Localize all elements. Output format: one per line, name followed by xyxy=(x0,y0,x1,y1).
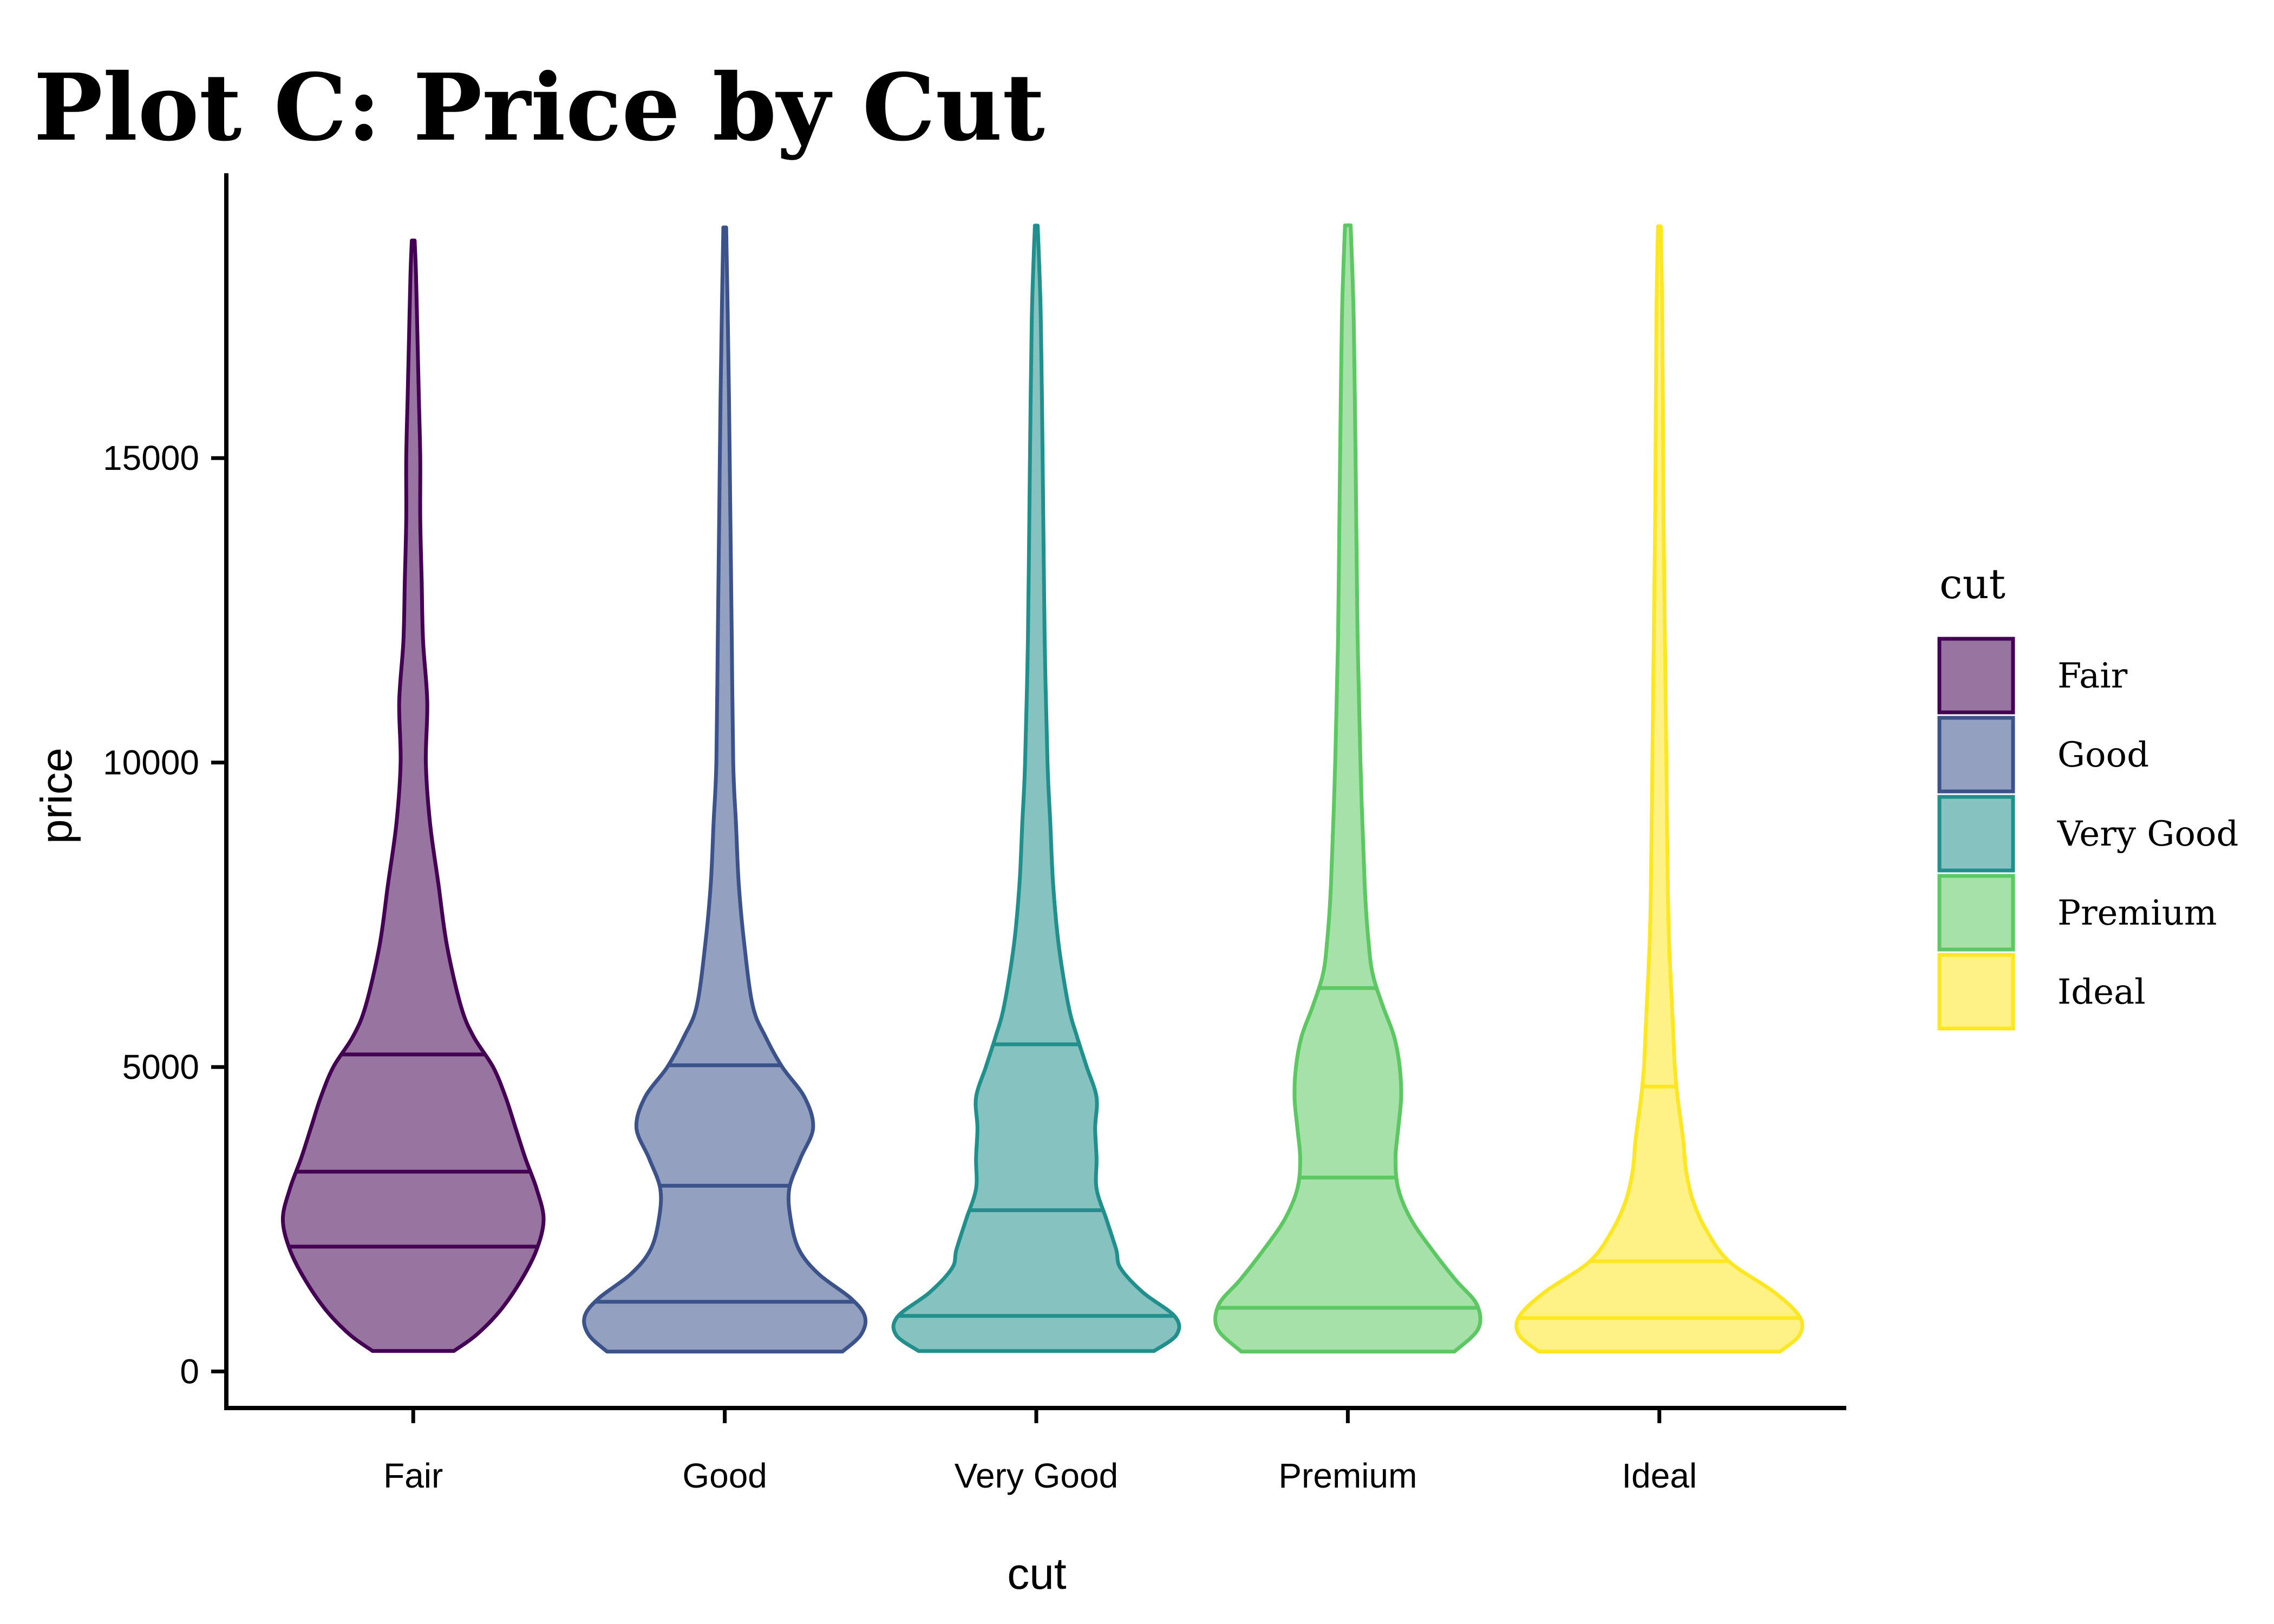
legend-item-ideal: Ideal xyxy=(1937,953,2146,1031)
legend-title: cut xyxy=(1939,560,2005,608)
legend-swatch-fair xyxy=(1937,637,2015,715)
legend-label-very-good: Very Good xyxy=(2057,814,2238,854)
x-tick-label-fair: Fair xyxy=(383,1456,443,1495)
chart-title: Plot C: Price by Cut xyxy=(34,54,1045,162)
legend-label-ideal: Ideal xyxy=(2057,972,2146,1012)
y-tick-label-10000: 10000 xyxy=(103,743,199,782)
y-tick-label-5000: 5000 xyxy=(122,1047,199,1086)
legend-swatch-good xyxy=(1937,716,2015,794)
x-axis-title: cut xyxy=(1007,1549,1067,1599)
legend: cut Fair Good Very Good Premium Ideal xyxy=(1937,560,2238,1031)
x-tick-label-good: Good xyxy=(682,1456,767,1495)
violin-group-fair xyxy=(280,238,546,1353)
x-tick-label-very-good: Very Good xyxy=(955,1456,1118,1495)
legend-item-good: Good xyxy=(1937,716,2149,794)
legend-item-fair: Fair xyxy=(1937,637,2128,715)
violin-group-ideal xyxy=(1514,224,1805,1354)
y-axis-title: price xyxy=(32,748,81,844)
violin-group-good xyxy=(582,225,868,1354)
violin-very-good xyxy=(891,224,1181,1353)
y-axis: 0 5000 10000 15000 xyxy=(103,438,226,1391)
plot-area xyxy=(280,223,1805,1354)
legend-label-good: Good xyxy=(2057,735,2149,775)
violin-ideal xyxy=(1514,224,1805,1354)
y-tick-label-0: 0 xyxy=(180,1352,199,1391)
legend-items: Fair Good Very Good Premium Ideal xyxy=(1937,637,2238,1031)
violin-fair xyxy=(280,238,546,1353)
legend-item-premium: Premium xyxy=(1937,874,2217,952)
x-tick-label-ideal: Ideal xyxy=(1622,1456,1697,1495)
legend-label-fair: Fair xyxy=(2057,656,2128,696)
violin-good xyxy=(582,225,868,1354)
legend-swatch-ideal xyxy=(1937,953,2015,1031)
x-tick-label-premium: Premium xyxy=(1278,1456,1417,1495)
violin-premium xyxy=(1213,223,1482,1354)
legend-swatch-very-good xyxy=(1937,795,2015,873)
y-tick-label-15000: 15000 xyxy=(103,438,199,477)
legend-item-very-good: Very Good xyxy=(1937,795,2238,873)
violin-group-very-good xyxy=(891,224,1181,1353)
x-axis: Fair Good Very Good Premium Ideal xyxy=(383,1408,1697,1495)
legend-swatch-premium xyxy=(1937,874,2015,952)
legend-label-premium: Premium xyxy=(2057,893,2217,933)
violin-group-premium xyxy=(1213,223,1482,1354)
